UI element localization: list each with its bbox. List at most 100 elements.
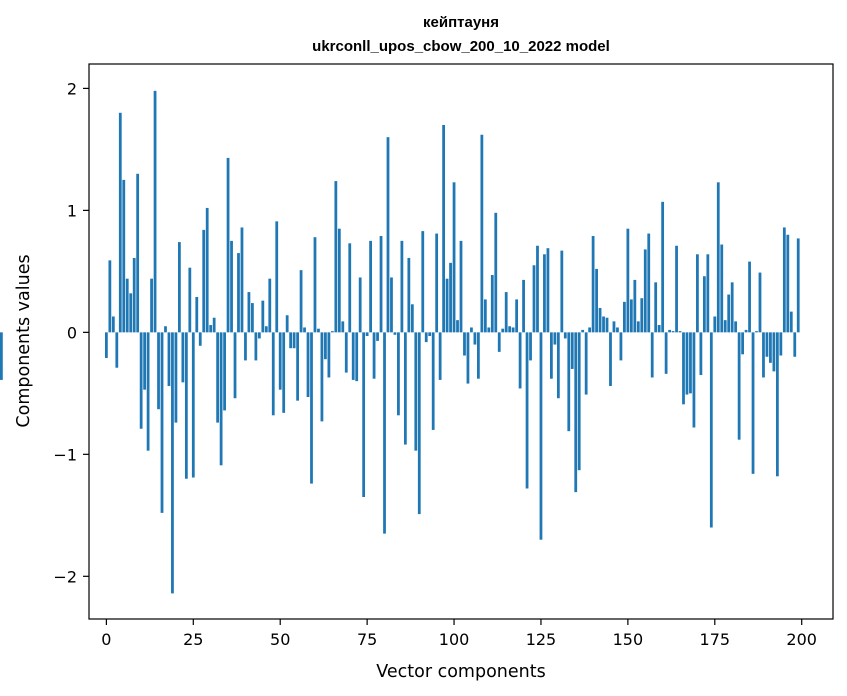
bar-188 — [758, 272, 762, 333]
bar-61 — [317, 328, 320, 333]
bar-48 — [271, 332, 275, 416]
y-axis-label: Components values — [14, 254, 34, 427]
bar-92 — [424, 332, 428, 343]
bar-4 — [118, 112, 122, 333]
bar-30 — [209, 325, 213, 333]
bar-81 — [386, 137, 390, 333]
bar-157 — [650, 332, 654, 378]
bar-39 — [240, 227, 244, 333]
bar-119 — [518, 332, 522, 389]
bar-192 — [772, 332, 776, 372]
bar-27 — [198, 332, 202, 346]
bar-142 — [598, 307, 602, 333]
bar-90 — [417, 332, 421, 515]
bar-10 — [139, 332, 143, 429]
bar-41 — [247, 292, 251, 333]
bar-75 — [365, 332, 369, 337]
bar-13 — [150, 278, 153, 333]
bar-118 — [515, 299, 519, 333]
x-tick-label: 125 — [526, 630, 557, 649]
bar-8 — [132, 257, 136, 333]
y-tick-label: −1 — [53, 445, 77, 464]
bar-93 — [428, 332, 432, 337]
bar-89 — [414, 332, 418, 451]
bar-35 — [226, 157, 230, 333]
bar-60 — [313, 237, 317, 333]
bar-67 — [337, 228, 341, 333]
bar-167 — [685, 332, 689, 395]
bar-85 — [400, 240, 404, 333]
bar-32 — [216, 332, 220, 423]
bar-197 — [789, 311, 793, 333]
bar-111 — [490, 275, 494, 333]
plot-frame — [88, 63, 834, 620]
bar-120 — [522, 279, 525, 333]
bar-184 — [744, 329, 748, 333]
bar-173 — [706, 254, 710, 333]
bar-74 — [362, 332, 366, 498]
bar-71 — [351, 332, 355, 380]
x-tick-label: 25 — [183, 630, 203, 649]
bar-94 — [431, 332, 435, 430]
bar-160 — [661, 201, 665, 333]
bar-31 — [212, 317, 216, 333]
bar-69 — [344, 332, 348, 373]
bar-121 — [525, 332, 529, 489]
bar-40 — [244, 332, 247, 361]
bar-126 — [543, 254, 546, 333]
x-tick-label: 150 — [613, 630, 644, 649]
bar-159 — [657, 325, 661, 333]
bar-114 — [501, 328, 505, 333]
bar-45 — [261, 300, 265, 333]
bar-49 — [275, 221, 279, 333]
bar-123 — [532, 265, 536, 333]
bar-107 — [476, 332, 480, 379]
bar-122 — [529, 332, 532, 361]
bar-124 — [536, 245, 539, 333]
bar-132 — [563, 332, 567, 339]
bar-182 — [737, 332, 741, 440]
bar-76 — [369, 240, 372, 333]
bar-36 — [230, 240, 233, 333]
bar-116 — [508, 326, 512, 333]
bar-15 — [157, 332, 160, 410]
bar-145 — [609, 332, 612, 387]
bar-86 — [403, 332, 407, 445]
x-tick-label: 0 — [101, 630, 111, 649]
bar-162 — [668, 329, 671, 333]
bar-57 — [303, 327, 306, 333]
bar-151 — [629, 299, 633, 333]
bar-64 — [327, 332, 331, 378]
bar-0 — [104, 332, 108, 358]
bar-109 — [483, 299, 487, 333]
bar-104 — [466, 332, 470, 384]
bar-38 — [237, 253, 240, 333]
bar-6 — [125, 278, 129, 333]
bar-143 — [602, 316, 605, 333]
bar-127 — [546, 248, 550, 333]
y-tick-label: 2 — [67, 79, 77, 98]
bar-98 — [445, 278, 449, 333]
bar-153 — [636, 321, 640, 333]
bar-144 — [605, 317, 609, 333]
y-tick-label: 0 — [67, 323, 77, 342]
bar-186 — [751, 332, 755, 474]
bar-172 — [702, 276, 706, 333]
bar-33 — [219, 332, 223, 466]
bar-105 — [470, 327, 473, 333]
y-tick-label: 1 — [67, 201, 77, 220]
bar-68 — [341, 321, 345, 333]
bar-46 — [264, 326, 268, 333]
bar-63 — [324, 332, 327, 360]
bar-12 — [146, 332, 150, 451]
bar-11 — [143, 332, 147, 390]
bar-108 — [480, 134, 484, 333]
bar-47 — [268, 278, 272, 333]
bar-177 — [720, 244, 724, 333]
y-tick-label: −2 — [53, 567, 77, 586]
bar-28 — [202, 229, 206, 333]
bar-174 — [709, 332, 713, 528]
bar-7 — [129, 293, 133, 333]
bar-95 — [435, 233, 439, 333]
bar-62 — [320, 332, 324, 422]
